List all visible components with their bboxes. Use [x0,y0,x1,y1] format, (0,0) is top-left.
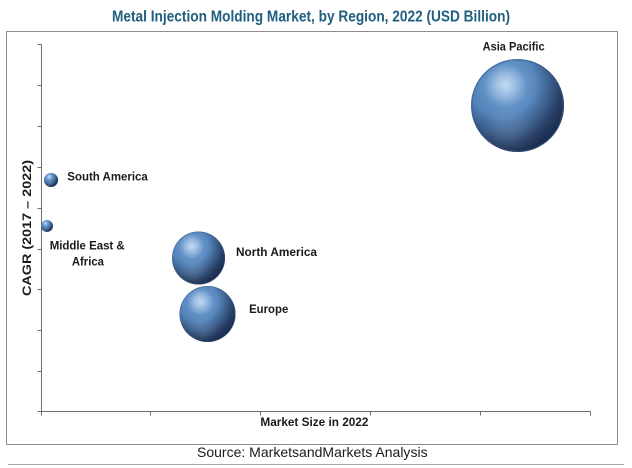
svg-text:Europe: Europe [249,302,289,316]
svg-text:Market Size in 2022: Market Size in 2022 [260,415,368,429]
svg-text:North America: North America [236,245,317,259]
svg-text:South America: South America [67,170,148,184]
svg-text:Asia Pacific: Asia Pacific [483,40,545,54]
svg-text:Metal Injection Molding Market: Metal Injection Molding Market, by Regio… [112,9,510,26]
svg-text:Source: MarketsandMarkets Anal: Source: MarketsandMarkets Analysis [197,444,428,460]
svg-text:Middle East &: Middle East & [50,238,125,252]
svg-text:Africa: Africa [72,254,104,268]
svg-text:CAGR (2017 – 2022): CAGR (2017 – 2022) [20,160,34,296]
